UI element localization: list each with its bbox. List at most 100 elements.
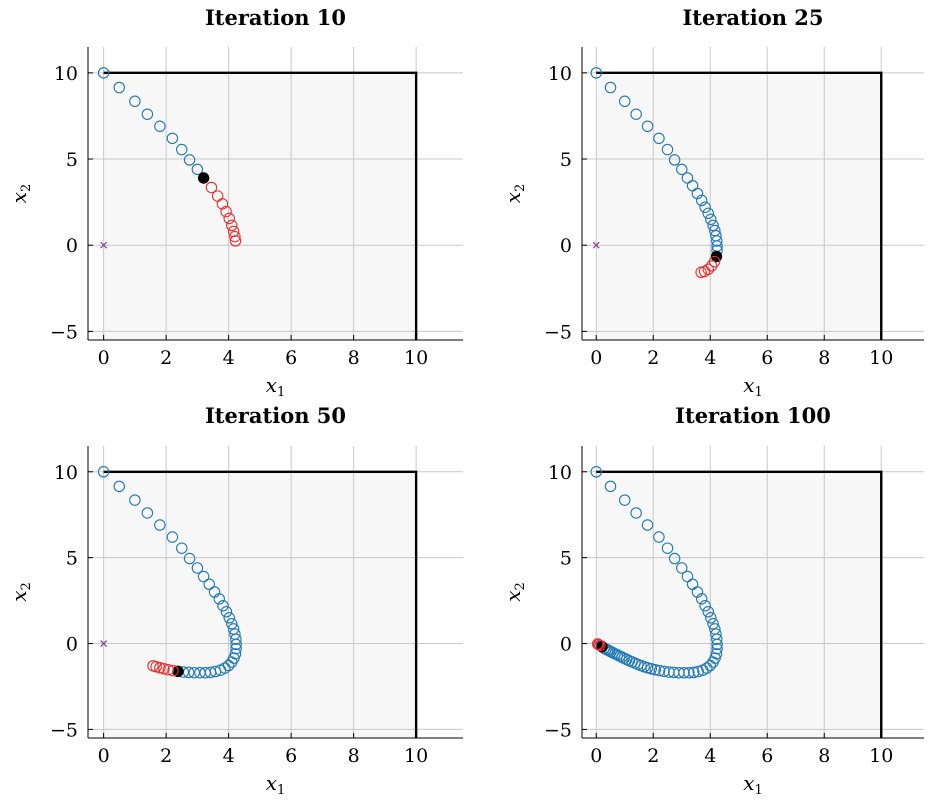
feasible-boundary bbox=[596, 71, 883, 340]
data-point-past bbox=[191, 163, 204, 176]
data-point-past bbox=[691, 187, 704, 200]
data-point-past bbox=[113, 480, 126, 493]
data-point-past bbox=[697, 664, 709, 676]
y-tick-label: −5 bbox=[50, 321, 78, 343]
data-point-past bbox=[711, 638, 723, 651]
data-point-past bbox=[141, 108, 154, 120]
x-tick-label: 6 bbox=[285, 745, 297, 767]
data-point-past bbox=[630, 108, 642, 120]
data-point-past bbox=[97, 466, 110, 478]
data-point-predicted bbox=[229, 235, 242, 247]
series-predicted bbox=[147, 660, 179, 677]
x-tick-label: 2 bbox=[647, 745, 659, 767]
data-point-past bbox=[230, 638, 242, 651]
data-point-past bbox=[176, 542, 188, 554]
data-point-predicted bbox=[223, 212, 236, 225]
data-point-past bbox=[129, 494, 141, 506]
x-tick-label: 10 bbox=[869, 347, 893, 369]
x-tick-label: 10 bbox=[869, 745, 893, 767]
series-predicted bbox=[591, 638, 606, 652]
feasible-region bbox=[103, 471, 417, 738]
data-point-past bbox=[166, 132, 179, 145]
data-point-past bbox=[675, 163, 688, 176]
data-point-past bbox=[702, 207, 715, 220]
x-tick-label: 0 bbox=[590, 745, 602, 767]
x-tick-label: 2 bbox=[647, 347, 659, 369]
y-tick-label: 5 bbox=[66, 548, 78, 570]
y-axis-label-sub: 2 bbox=[513, 582, 528, 590]
y-tick-label: 10 bbox=[54, 462, 78, 484]
series-predicted bbox=[205, 181, 242, 247]
data-point-past bbox=[129, 95, 141, 108]
data-point-past bbox=[661, 143, 674, 156]
series-past bbox=[97, 466, 242, 679]
y-tick-label: −5 bbox=[544, 719, 572, 741]
x-tick-label: 8 bbox=[818, 745, 830, 767]
x-tick-label: 4 bbox=[704, 745, 716, 767]
data-point-past bbox=[668, 666, 680, 679]
y-tick-label: 5 bbox=[560, 548, 572, 570]
data-point-past bbox=[183, 552, 196, 565]
data-point-past bbox=[618, 95, 631, 108]
data-point-past bbox=[618, 494, 631, 506]
y-tick-label: −5 bbox=[50, 719, 78, 741]
data-point-predicted bbox=[705, 260, 718, 272]
data-point-past bbox=[226, 618, 238, 630]
data-point-past bbox=[691, 586, 704, 598]
feasible-boundary bbox=[103, 71, 418, 340]
data-point-past bbox=[702, 606, 715, 618]
data-point-past bbox=[705, 612, 717, 624]
y-tick-label: 10 bbox=[54, 63, 78, 85]
origin-cross-marker bbox=[100, 640, 108, 647]
data-point-past bbox=[223, 612, 236, 624]
panel-4: Iteration 100 0 2 4 6 8 10 −5 0 5 10 x1 x2 bbox=[501, 403, 924, 798]
panel-2: Iteration 25 0 2 4 6 8 10 −5 0 5 10 x1 x2 bbox=[501, 5, 924, 400]
x-tick-label: 10 bbox=[404, 347, 428, 369]
x-axis-label: x1 bbox=[266, 373, 286, 400]
data-point-current bbox=[197, 172, 210, 184]
data-point-past bbox=[711, 235, 723, 247]
data-point-past bbox=[203, 578, 216, 591]
x-tick-label: 6 bbox=[761, 745, 773, 767]
x-tick-label: 8 bbox=[348, 745, 360, 767]
data-point-past bbox=[604, 81, 617, 94]
chart-title: Iteration 100 bbox=[675, 403, 831, 428]
data-point-past bbox=[226, 656, 238, 668]
data-point-past bbox=[154, 519, 166, 531]
data-point-past bbox=[663, 666, 675, 678]
origin-cross-marker bbox=[592, 241, 600, 249]
data-point-predicted bbox=[147, 660, 159, 672]
data-point-predicted bbox=[167, 664, 179, 677]
x-tick-label: 8 bbox=[818, 347, 830, 369]
data-point-predicted bbox=[591, 638, 604, 650]
chart-title: Iteration 10 bbox=[205, 5, 346, 30]
y-axis-label-sub: 2 bbox=[19, 184, 34, 192]
data-point-past bbox=[197, 570, 210, 583]
data-point-past bbox=[630, 507, 642, 519]
y-tick-label: 0 bbox=[560, 235, 572, 257]
data-point-past bbox=[649, 664, 661, 676]
data-point-past bbox=[707, 618, 719, 630]
data-point-past bbox=[213, 593, 226, 605]
panel-3: Iteration 50 0 2 4 6 8 10 −5 0 5 10 x1 x2 bbox=[7, 403, 463, 798]
data-point-past bbox=[641, 519, 654, 531]
x-axis-label-sub: 1 bbox=[277, 385, 285, 400]
data-point-predicted bbox=[216, 198, 229, 210]
x-tick-label: 4 bbox=[223, 347, 235, 369]
data-point-past bbox=[97, 67, 110, 79]
data-point-past bbox=[217, 599, 229, 612]
data-point-predicted bbox=[594, 639, 606, 652]
data-point-past bbox=[705, 213, 717, 226]
feasible-region bbox=[596, 471, 882, 738]
data-point-predicted bbox=[220, 205, 232, 218]
x-axis-label: x1 bbox=[743, 373, 763, 400]
x-tick-label: 2 bbox=[160, 745, 172, 767]
data-point-past bbox=[668, 552, 681, 565]
data-point-past bbox=[590, 67, 602, 79]
data-point-past bbox=[711, 633, 723, 645]
origin-cross-marker bbox=[100, 241, 108, 249]
y-axis-label: x2 bbox=[7, 582, 34, 602]
x-tick-label: 0 bbox=[590, 347, 602, 369]
data-point-past bbox=[176, 143, 188, 156]
